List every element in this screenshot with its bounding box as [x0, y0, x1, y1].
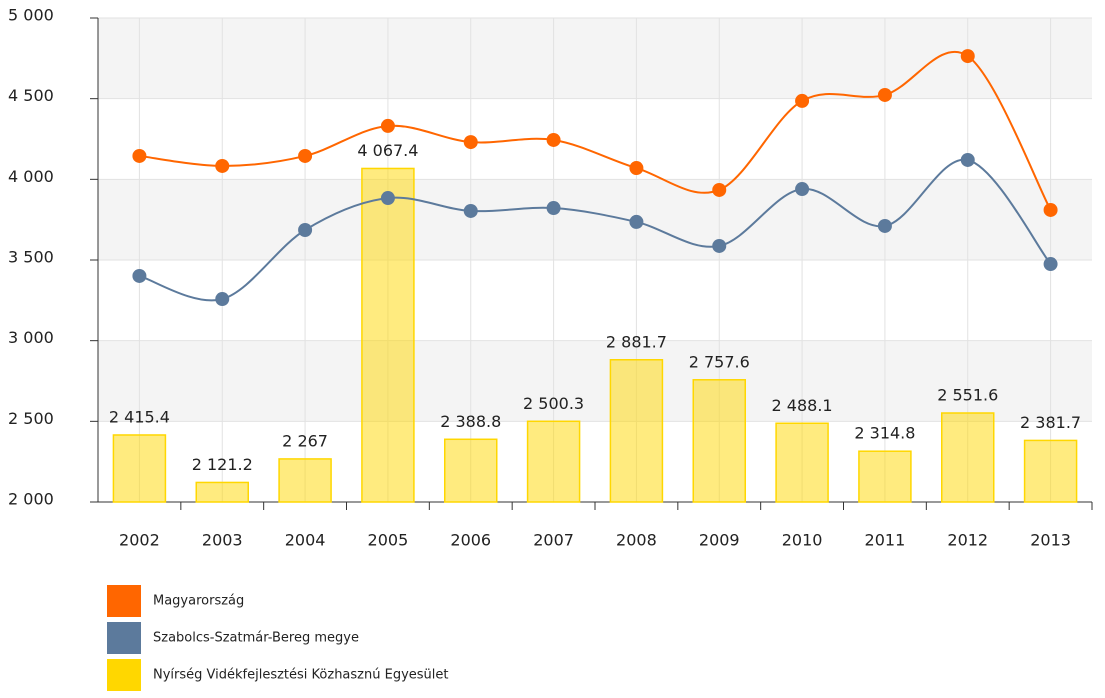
point — [1043, 202, 1058, 217]
data-label: 2 314.8 — [854, 424, 915, 443]
point — [132, 268, 147, 283]
data-label: 2 551.6 — [937, 386, 998, 405]
point — [215, 292, 230, 307]
data-label: 4 067.4 — [357, 141, 418, 160]
point — [463, 135, 478, 150]
point — [877, 218, 892, 233]
point — [712, 238, 727, 253]
y-tick-label: 5 000 — [8, 6, 54, 25]
point — [960, 49, 975, 64]
bar — [775, 422, 829, 503]
plot-band — [98, 18, 1092, 99]
data-label: 2 500.3 — [523, 394, 584, 413]
point — [380, 118, 395, 133]
data-label: 2 267 — [282, 431, 328, 450]
legend-label: Magyarország — [153, 594, 244, 609]
y-tick-label: 3 500 — [8, 248, 54, 267]
data-label: 2 121.2 — [192, 455, 253, 474]
legend-label: Szabolcs-Szatmár-Bereg megye — [153, 631, 359, 646]
x-tick-label: 2013 — [1030, 531, 1071, 550]
data-label: 2 881.7 — [606, 332, 667, 351]
point — [215, 158, 230, 173]
legend-swatch — [107, 585, 141, 617]
y-tick-label: 2 500 — [8, 409, 54, 428]
point — [298, 222, 313, 237]
legend-swatch — [107, 622, 141, 654]
point — [298, 148, 313, 163]
point — [712, 182, 727, 197]
bar — [692, 379, 746, 503]
legend-label: Nyírség Vidékfejlesztési Közhasznú Egyes… — [153, 668, 448, 683]
x-tick-label: 2009 — [699, 531, 740, 550]
point — [795, 93, 810, 108]
y-tick-label: 4 000 — [8, 167, 54, 186]
line — [139, 158, 1052, 302]
x-tick-label: 2003 — [202, 531, 243, 550]
data-label: 2 381.7 — [1020, 413, 1081, 432]
data-label: 2 488.1 — [772, 396, 833, 415]
x-tick-label: 2008 — [616, 531, 657, 550]
point — [132, 148, 147, 163]
bar — [112, 434, 167, 503]
bar — [526, 420, 581, 503]
plot-band — [98, 179, 1092, 260]
x-tick-label: 2002 — [119, 531, 160, 550]
bar — [1023, 439, 1078, 503]
x-tick-label: 2012 — [947, 531, 988, 550]
x-tick-label: 2011 — [865, 531, 906, 550]
x-tick-label: 2005 — [368, 531, 409, 550]
point — [795, 182, 810, 197]
point — [629, 161, 644, 176]
bar — [444, 438, 498, 503]
point — [629, 214, 644, 229]
plot-band — [98, 340, 1092, 422]
data-label: 2 757.6 — [689, 352, 750, 371]
x-tick-label: 2004 — [285, 531, 326, 550]
y-tick-label: 3 000 — [8, 328, 54, 347]
bar — [941, 412, 995, 503]
legend-swatch — [107, 659, 141, 691]
data-label: 2 415.4 — [109, 407, 170, 426]
bar — [278, 458, 332, 503]
data-label: 2 388.8 — [440, 412, 501, 431]
x-tick-label: 2006 — [450, 531, 491, 550]
point — [960, 152, 975, 167]
bar — [195, 481, 249, 503]
point — [1043, 257, 1058, 272]
point — [463, 203, 478, 218]
bar — [858, 450, 912, 503]
y-tick-label: 2 000 — [8, 490, 54, 509]
point — [877, 87, 892, 102]
point — [546, 201, 561, 216]
y-tick-label: 4 500 — [8, 86, 54, 105]
x-tick-label: 2007 — [533, 531, 574, 550]
bar — [609, 359, 664, 503]
point — [380, 191, 395, 206]
point — [546, 132, 561, 147]
bar — [361, 167, 415, 503]
x-tick-label: 2010 — [782, 531, 823, 550]
